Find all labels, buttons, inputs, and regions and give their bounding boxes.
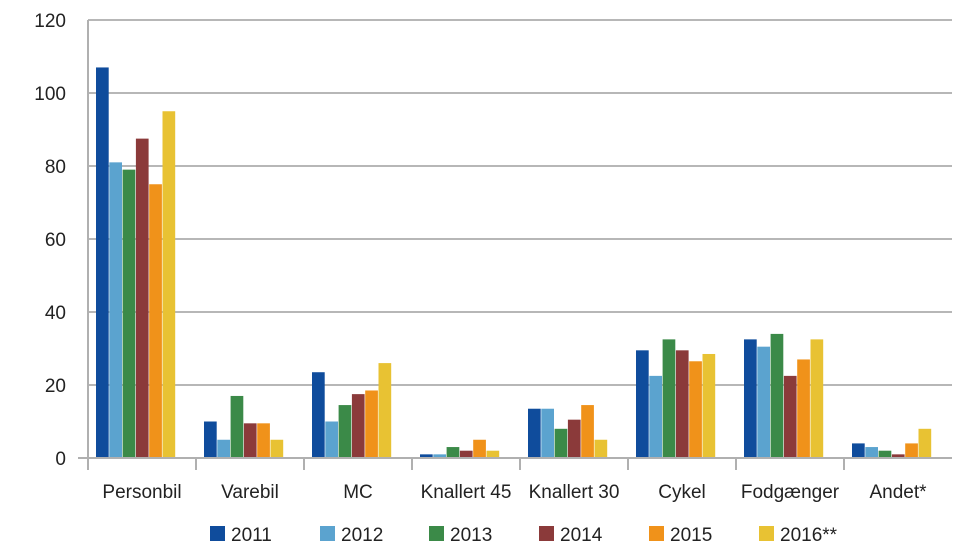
x-category-label: Andet* bbox=[869, 482, 927, 503]
bar-2015-varebil bbox=[257, 423, 270, 458]
bar-2011-andet- bbox=[852, 443, 865, 458]
bar-2014-knallert-45 bbox=[459, 450, 473, 458]
y-tick-label: 80 bbox=[45, 157, 66, 178]
bar-2012-varebil bbox=[217, 439, 230, 458]
bar-2013-fodgænger bbox=[770, 333, 784, 458]
bar-2013-varebil bbox=[230, 395, 244, 458]
legend-swatch bbox=[759, 526, 774, 541]
legend: 2011 2012 2013 2014 2015 2016** bbox=[210, 525, 838, 546]
bar-2013-personbil bbox=[122, 169, 136, 458]
bar-2012-personbil bbox=[109, 162, 122, 458]
y-axis-ticks: 0 20 40 60 80 100 120 bbox=[34, 11, 66, 470]
bar-2015-andet- bbox=[905, 443, 918, 458]
legend-label: 2015 bbox=[670, 525, 712, 546]
x-category-label: Cykel bbox=[658, 482, 706, 503]
bar-2011-knallert-45 bbox=[420, 454, 433, 458]
bar-2011-mc bbox=[312, 372, 325, 458]
x-category-label: MC bbox=[343, 482, 373, 503]
legend-label: 2013 bbox=[450, 525, 492, 546]
bar-2014-varebil bbox=[243, 423, 257, 458]
bar-2011-cykel bbox=[636, 350, 649, 458]
bar-2015-cykel bbox=[689, 361, 702, 458]
bar-2013-cykel bbox=[662, 339, 676, 458]
bar-2016-fodgænger bbox=[810, 339, 824, 458]
bar-2015-knallert-30 bbox=[581, 405, 594, 458]
bar-2014-personbil bbox=[135, 138, 149, 458]
bar-2014-fodgænger bbox=[783, 375, 797, 458]
bar-2016-cykel bbox=[702, 353, 716, 458]
bar-2012-knallert-30 bbox=[541, 408, 554, 458]
legend-swatch bbox=[649, 526, 664, 541]
bar-2014-andet- bbox=[891, 454, 905, 458]
bar-2012-knallert-45 bbox=[433, 454, 446, 458]
y-tick-label: 20 bbox=[45, 376, 66, 397]
x-axis-labels: Personbil Varebil MC Knallert 45 Knallert 30… bbox=[102, 482, 927, 503]
y-tick-label: 40 bbox=[45, 303, 66, 324]
bar-2016-varebil bbox=[270, 439, 284, 458]
bar-2013-knallert-45 bbox=[446, 447, 460, 458]
bar-2012-mc bbox=[325, 421, 338, 458]
legend-swatch bbox=[429, 526, 444, 541]
bar-2015-knallert-45 bbox=[473, 439, 486, 458]
x-category-label: Knallert 30 bbox=[529, 482, 620, 503]
bar-2014-knallert-30 bbox=[567, 419, 581, 458]
legend-swatch bbox=[210, 526, 225, 541]
bar-2016-mc bbox=[378, 363, 392, 458]
bar-2014-mc bbox=[351, 394, 365, 458]
legend-label: 2011 bbox=[231, 525, 272, 546]
y-tick-label: 60 bbox=[45, 230, 66, 251]
x-category-label: Fodgænger bbox=[741, 482, 840, 503]
bars bbox=[96, 67, 932, 458]
legend-swatch bbox=[539, 526, 554, 541]
legend-label: 2014 bbox=[560, 525, 603, 546]
x-category-label: Personbil bbox=[102, 482, 181, 503]
bar-2014-cykel bbox=[675, 350, 689, 458]
x-category-label: Varebil bbox=[221, 482, 279, 503]
bar-2011-personbil bbox=[96, 67, 109, 458]
legend-label: 2012 bbox=[341, 525, 383, 546]
bar-2013-mc bbox=[338, 405, 352, 458]
gridlines bbox=[88, 19, 952, 386]
y-tick-label: 0 bbox=[55, 449, 66, 470]
bar-2011-fodgænger bbox=[744, 339, 757, 458]
bar-2012-andet- bbox=[865, 447, 878, 458]
y-tick-label: 120 bbox=[34, 11, 66, 32]
bar-2012-cykel bbox=[649, 375, 662, 458]
bar-2016-andet- bbox=[918, 428, 932, 458]
bar-2011-knallert-30 bbox=[528, 408, 541, 458]
bar-2016-knallert-45 bbox=[486, 450, 500, 458]
bar-2012-fodgænger bbox=[757, 346, 770, 458]
bar-2013-knallert-30 bbox=[554, 428, 568, 458]
axes bbox=[78, 20, 952, 470]
y-tick-label: 100 bbox=[34, 84, 66, 105]
bar-2011-varebil bbox=[204, 421, 217, 458]
bar-2013-andet- bbox=[878, 450, 892, 458]
legend-swatch bbox=[320, 526, 335, 541]
bar-2016-personbil bbox=[162, 111, 176, 458]
x-category-label: Knallert 45 bbox=[421, 482, 512, 503]
legend-label: 2016** bbox=[780, 525, 838, 546]
bar-2015-mc bbox=[365, 390, 378, 458]
bar-2015-personbil bbox=[149, 184, 162, 458]
bar-2015-fodgænger bbox=[797, 359, 810, 458]
bar-2016-knallert-30 bbox=[594, 439, 608, 458]
